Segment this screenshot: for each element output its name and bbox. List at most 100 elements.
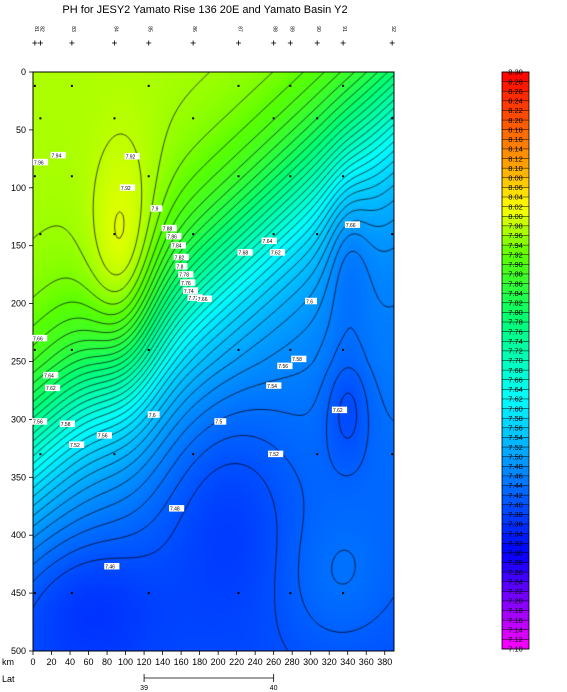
contour-label-box	[32, 418, 48, 425]
colorbar-swatch	[502, 293, 529, 304]
colorbar-swatch	[502, 120, 529, 130]
station-marker	[271, 40, 277, 46]
contour-label: 7.5	[214, 418, 227, 426]
contour-label-text: 7.6	[149, 413, 156, 419]
sample-point	[289, 84, 292, 87]
sample-point	[272, 233, 275, 236]
colorbar-swatch	[502, 100, 529, 111]
colorbar-label: 7.44	[508, 481, 523, 490]
contour-label: 7.92	[124, 153, 140, 161]
contour-label-text: 7.48	[170, 507, 180, 513]
contour-label-text: 7.72	[189, 296, 199, 302]
colorbar-label: 8.18	[508, 125, 523, 134]
sample-point	[113, 233, 116, 236]
contour-label-text: 7.56	[33, 420, 43, 426]
sample-point	[39, 453, 42, 456]
contour-label: 7.58	[291, 355, 307, 363]
sample-point	[147, 348, 150, 351]
contour-label: 7.76	[180, 279, 196, 287]
y-tick-label: 400	[11, 530, 26, 540]
x-tick-label: 160	[174, 657, 189, 667]
contour-label-text: 7.62	[46, 386, 56, 392]
contour-label-text: 7.96	[34, 160, 44, 166]
contour-label-text: 7.56	[98, 434, 108, 440]
colorbar-swatch	[502, 408, 529, 419]
ph-field	[33, 72, 394, 651]
colorbar-swatch	[502, 187, 529, 198]
sample-point	[289, 592, 292, 595]
colorbar-label: 8.04	[508, 193, 523, 202]
contour-label-box	[170, 242, 187, 249]
contour-label: 7.86	[166, 232, 182, 240]
contour-label-box	[104, 562, 120, 570]
colorbar-label: 7.76	[508, 327, 523, 336]
contour-label-box	[214, 418, 227, 425]
contour-label: 7.52	[69, 441, 85, 449]
colorbar-label: 7.80	[508, 308, 523, 317]
station-label: 91	[341, 26, 347, 32]
sample-point	[70, 348, 73, 351]
y-tick-label: 450	[11, 588, 26, 598]
contour-label-text: 7.58	[61, 422, 71, 428]
colorbar-swatch	[502, 331, 529, 342]
contour-label-box	[180, 279, 196, 286]
colorbar-label: 7.38	[508, 510, 523, 519]
x-tick-label: 100	[118, 657, 133, 667]
colorbar-swatch	[502, 629, 529, 640]
colorbar-swatch	[502, 312, 529, 323]
colorbar-label: 8.10	[508, 164, 523, 173]
colorbar-swatch	[502, 543, 529, 554]
contour-label-box	[44, 384, 61, 392]
colorbar-swatch	[502, 591, 529, 602]
chart-title: PH for JESY2 Yamato Rise 136 20E and Yam…	[62, 4, 347, 16]
colorbar-label: 7.60	[508, 404, 523, 413]
colorbar-label: 8.02	[508, 202, 523, 211]
colorbar-swatch	[502, 572, 529, 582]
x-tick-label: 40	[65, 657, 75, 667]
colorbar-label: 8.26	[508, 87, 523, 96]
station-marker	[340, 40, 346, 46]
x-tick-label: 300	[303, 657, 318, 667]
station-labels: 81 82 83 84 85 86 87 88 89 90 91 92	[32, 26, 396, 46]
sample-point	[237, 592, 240, 595]
colorbar-swatch	[502, 168, 529, 179]
colorbar-label: 7.72	[508, 347, 523, 356]
colorbar-swatch	[502, 148, 529, 159]
colorbar-swatch	[502, 389, 529, 400]
colorbar-label: 7.58	[508, 414, 523, 423]
contour-label-text: 7.5	[215, 420, 222, 426]
contour-label-text: 7.92	[121, 186, 131, 192]
contour-label-text: 7.9	[151, 207, 158, 213]
y-tick-label: 350	[11, 472, 26, 482]
x-tick-label: 340	[340, 657, 355, 667]
colorbar-label: 7.66	[508, 375, 523, 384]
contour-label-box	[175, 263, 188, 270]
colorbar-label: 7.50	[508, 452, 523, 461]
contour-label: 7.8	[175, 263, 188, 271]
contour-label-box	[344, 221, 361, 228]
contour-label: 7.62	[331, 406, 348, 414]
colorbar-swatch	[502, 456, 529, 467]
colorbar-swatch	[502, 360, 529, 371]
colorbar-swatch	[502, 91, 529, 102]
sample-point	[33, 592, 36, 595]
contour-label-text: 7.78	[179, 273, 189, 279]
colorbar-swatch	[502, 427, 529, 438]
colorbar-swatch	[502, 495, 529, 506]
colorbar-label: 8.28	[508, 77, 523, 86]
contour-label-box	[173, 253, 189, 261]
station-marker	[190, 40, 196, 46]
colorbar-swatch	[502, 475, 529, 486]
colorbar-label: 7.78	[508, 318, 523, 327]
contour-label-text: 7.86	[167, 234, 177, 240]
contour-label: 7.9	[150, 205, 163, 213]
contour-label: 7.64	[261, 237, 277, 245]
colorbar-label: 7.52	[508, 443, 523, 452]
contour-label: 7.66	[196, 295, 212, 303]
contour-label: 7.96	[32, 158, 49, 166]
contour-label: 7.84	[170, 242, 187, 250]
colorbar-label: 7.88	[508, 270, 523, 279]
station-marker	[235, 40, 241, 46]
x-tick-label: 200	[211, 657, 226, 667]
colorbar-label: 7.22	[508, 587, 523, 596]
